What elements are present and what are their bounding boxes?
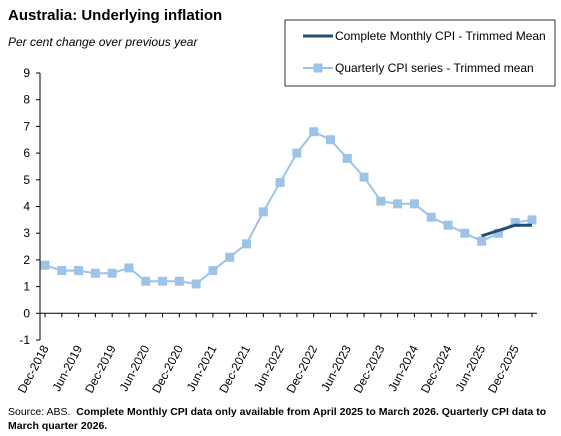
y-tick-label: 7 — [23, 119, 30, 133]
x-tick-label: Dec-2020 — [149, 343, 186, 396]
marker — [208, 266, 218, 276]
legend-label: Quarterly CPI series - Trimmed mean — [335, 61, 534, 75]
x-tick-label: Jun-2019 — [49, 343, 85, 394]
x-tick-label: Jun-2020 — [117, 343, 153, 394]
marker — [275, 177, 285, 187]
marker — [325, 135, 335, 145]
chart-subtitle: Per cent change over previous year — [8, 35, 198, 49]
marker — [292, 148, 302, 158]
y-tick-label: 5 — [23, 173, 30, 187]
series-line — [44, 130, 533, 285]
y-tick-label: 1 — [23, 280, 30, 294]
x-tick-label: Jun-2021 — [184, 343, 220, 394]
y-tick-label: 2 — [23, 253, 30, 267]
marker — [141, 276, 151, 286]
marker — [124, 263, 134, 273]
y-tick-label: 6 — [23, 146, 30, 160]
x-tick-label: Dec-2019 — [82, 343, 119, 396]
marker — [258, 207, 268, 217]
marker — [225, 252, 235, 262]
marker — [426, 212, 436, 222]
x-tick-label: Dec-2025 — [485, 343, 522, 396]
marker — [158, 276, 168, 286]
marker — [376, 196, 386, 206]
marker — [443, 220, 453, 230]
marker — [40, 260, 50, 270]
legend-box — [284, 19, 556, 87]
marker — [493, 228, 503, 238]
note: Complete Monthly CPI data only available… — [8, 406, 547, 432]
x-tick-label: Jun-2025 — [452, 343, 488, 394]
x-tick-label: Dec-2024 — [418, 343, 455, 396]
marker — [309, 127, 319, 137]
marker — [57, 266, 67, 276]
marker — [107, 268, 117, 278]
marker — [477, 236, 487, 246]
source: Source: ABS. — [8, 406, 71, 418]
chart: Australia: Underlying inflation Per cent… — [8, 7, 556, 396]
y-tick-label: 4 — [23, 200, 30, 214]
legend-marker — [313, 63, 323, 73]
chart-title: Australia: Underlying inflation — [8, 7, 222, 24]
x-tick-label: Jun-2023 — [318, 343, 354, 394]
marker — [342, 153, 352, 163]
marker — [174, 276, 184, 286]
x-tick-label: Dec-2022 — [284, 343, 321, 396]
marker — [409, 199, 419, 209]
marker — [242, 239, 252, 249]
marker — [90, 268, 100, 278]
y-tick-label: 9 — [23, 66, 30, 80]
x-tick-label: Dec-2018 — [15, 343, 52, 396]
y-tick-label: -1 — [19, 333, 30, 347]
legend-label: Complete Monthly CPI - Trimmed Mean — [335, 29, 546, 43]
marker — [359, 172, 369, 182]
footnote: Source: ABS. Complete Monthly CPI data o… — [8, 405, 553, 433]
marker — [510, 218, 520, 228]
y-tick-label: 3 — [23, 226, 30, 240]
marker — [460, 228, 470, 238]
marker — [191, 279, 201, 289]
y-tick-label: 8 — [23, 93, 30, 107]
marker — [74, 266, 84, 276]
x-tick-label: Dec-2023 — [351, 343, 388, 396]
x-tick-label: Jun-2022 — [251, 343, 287, 394]
x-tick-label: Jun-2024 — [385, 343, 421, 394]
marker — [393, 199, 403, 209]
series-line — [481, 223, 532, 238]
y-tick-label: 0 — [23, 306, 30, 320]
x-tick-label: Dec-2021 — [216, 343, 253, 396]
marker — [527, 215, 537, 225]
